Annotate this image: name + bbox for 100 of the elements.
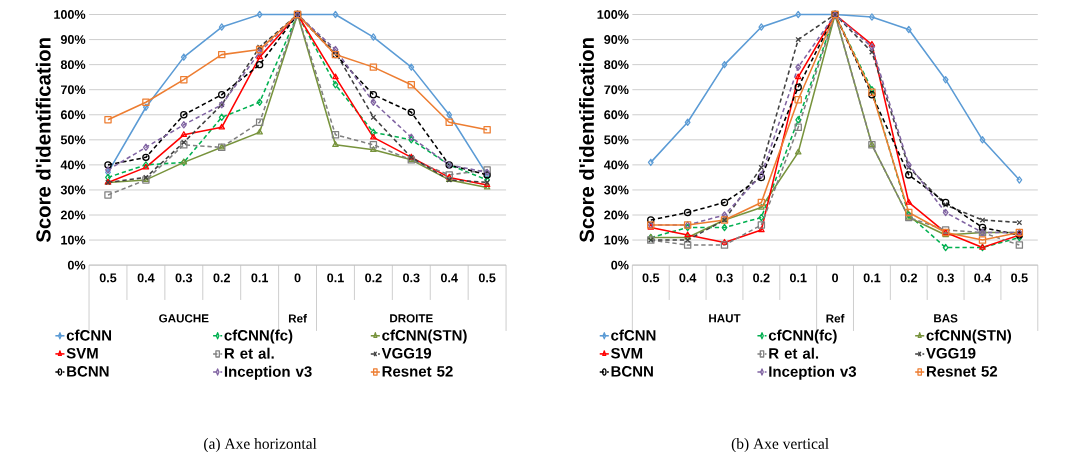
legend-label: VGG19 xyxy=(926,348,976,359)
x-tick-label: 0.3 xyxy=(175,273,193,283)
point xyxy=(794,123,802,132)
point xyxy=(180,111,188,119)
y-tick-label: 20% xyxy=(60,210,86,220)
x-tick-label: 0.1 xyxy=(327,273,344,283)
point xyxy=(256,11,263,19)
legend-label: Inception v3 xyxy=(224,366,312,381)
x-tick-label: 0.5 xyxy=(99,273,117,283)
point xyxy=(868,43,875,52)
point xyxy=(684,118,691,127)
legend-label: BCNN xyxy=(67,366,109,377)
point xyxy=(941,198,950,207)
point xyxy=(331,131,340,139)
point xyxy=(332,81,339,89)
point xyxy=(104,191,112,199)
point xyxy=(180,121,187,129)
y-tick-label: 80% xyxy=(604,60,629,70)
point xyxy=(180,131,188,138)
y-tick-label: 100% xyxy=(597,10,629,20)
x-tick-label: 0 xyxy=(832,273,839,283)
text: Ref xyxy=(288,314,307,323)
point xyxy=(758,23,765,31)
legend-label: Resnet 52 xyxy=(926,366,998,377)
point xyxy=(180,76,188,84)
point xyxy=(483,126,491,134)
y-tick-label: 80% xyxy=(60,60,86,70)
x-tick-label: 0.1 xyxy=(789,273,807,283)
x-tick-label: 0.4 xyxy=(974,273,992,283)
point xyxy=(218,113,225,122)
x-tick-label: 0.3 xyxy=(937,273,954,283)
point xyxy=(142,98,150,107)
text: HAUT xyxy=(709,314,741,323)
point xyxy=(104,116,112,124)
point xyxy=(369,91,378,99)
point xyxy=(1015,241,1024,250)
point xyxy=(758,214,765,222)
x-tick-label: 0.3 xyxy=(403,273,420,283)
point xyxy=(332,11,339,19)
y-tick-label: 90% xyxy=(604,35,629,45)
point xyxy=(942,76,949,84)
point xyxy=(255,61,264,69)
point xyxy=(721,224,728,232)
y-tick-label: 0% xyxy=(67,260,86,270)
point xyxy=(794,83,802,92)
point xyxy=(255,118,264,127)
legend-label: cfCNN xyxy=(66,329,112,341)
point xyxy=(370,98,377,107)
point xyxy=(218,123,226,130)
y-axis-title: Score d'identification xyxy=(35,38,51,243)
legend-label: cfCNN(STN) xyxy=(926,329,1012,344)
y-tick-label: 10% xyxy=(61,235,86,245)
point xyxy=(795,11,802,19)
point xyxy=(369,141,378,149)
y-tick-label: 30% xyxy=(604,185,629,195)
legend-label: SVM xyxy=(66,348,98,359)
legend-label: BCNN xyxy=(611,366,653,377)
legend-label: cfCNN(fc) xyxy=(768,329,837,344)
text: GAUCHE xyxy=(159,314,209,323)
y-tick-label: 70% xyxy=(60,85,86,95)
x-tick-label: 0.2 xyxy=(213,273,230,283)
x-tick-label: 0.2 xyxy=(900,273,918,283)
point xyxy=(683,241,692,250)
text: Ref xyxy=(826,314,845,323)
y-tick-label: 70% xyxy=(604,85,629,95)
text: (a) Axe horizontal xyxy=(204,438,317,453)
x-tick-label: 0.1 xyxy=(251,273,269,283)
point xyxy=(218,51,226,59)
y-tick-label: 40% xyxy=(60,160,86,170)
legend-label: VGG19 xyxy=(381,348,432,359)
legend-label: cfCNN(STN) xyxy=(382,329,467,344)
point xyxy=(180,53,187,62)
point xyxy=(332,141,339,148)
x-tick-label: 0.2 xyxy=(753,273,770,283)
point xyxy=(758,203,765,210)
point xyxy=(370,33,377,42)
point xyxy=(720,198,729,207)
point xyxy=(408,63,415,72)
y-tick-label: 10% xyxy=(604,235,629,245)
point xyxy=(142,153,150,162)
point xyxy=(446,111,453,119)
y-tick-label: 60% xyxy=(604,110,629,120)
point xyxy=(942,208,949,217)
y-tick-label: 0% xyxy=(611,260,629,270)
point xyxy=(720,241,729,250)
text: (b) Axe vertical xyxy=(731,438,829,453)
point xyxy=(795,36,802,43)
point xyxy=(218,91,226,99)
point xyxy=(978,236,987,245)
point xyxy=(370,133,377,140)
y-tick-label: 20% xyxy=(604,210,629,220)
point xyxy=(905,26,912,34)
point xyxy=(757,221,766,229)
text: BAS xyxy=(934,314,958,323)
point xyxy=(795,63,802,72)
point xyxy=(794,96,802,104)
point xyxy=(104,161,112,169)
point xyxy=(647,216,655,224)
y-tick-label: 50% xyxy=(604,135,629,145)
point xyxy=(142,143,149,152)
